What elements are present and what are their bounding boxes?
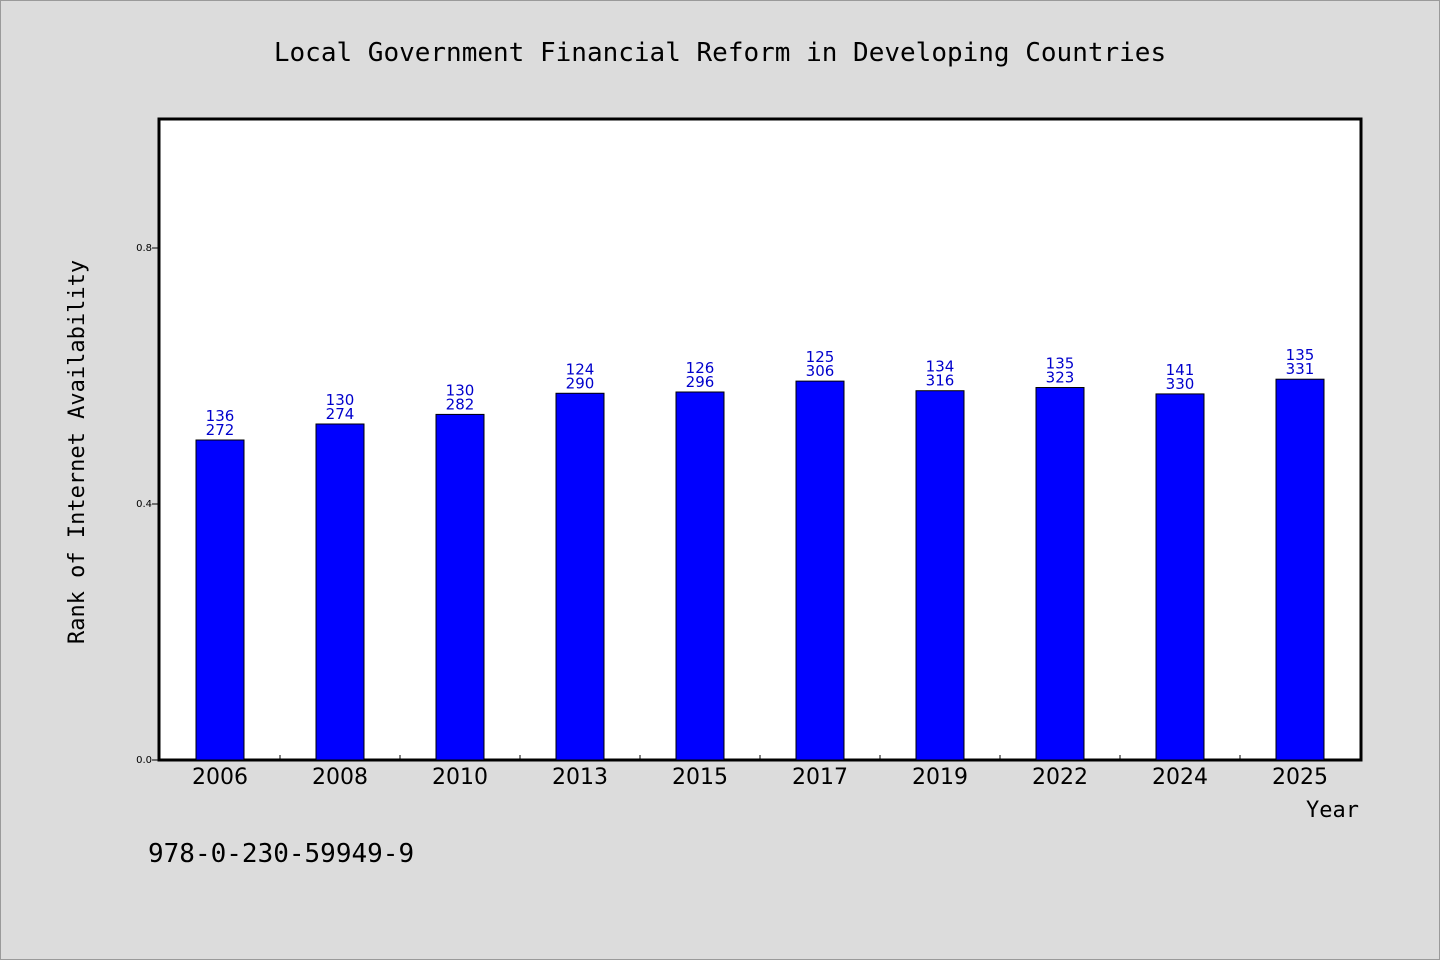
bar xyxy=(795,380,845,761)
isbn-text: 978-0-230-59949-9 xyxy=(148,839,414,869)
data-label-top: 135 xyxy=(1046,355,1075,373)
data-label-top: 141 xyxy=(1166,361,1195,379)
bar xyxy=(1035,387,1085,761)
x-tick-label: 2010 xyxy=(432,765,488,790)
bar xyxy=(915,390,965,761)
x-tick-label: 2025 xyxy=(1272,765,1328,790)
x-axis-label: Year xyxy=(1306,798,1359,823)
data-label-bottom: 290 xyxy=(566,374,595,392)
bar xyxy=(315,423,365,761)
x-tick-label: 2019 xyxy=(912,765,968,790)
x-tick-label: 2015 xyxy=(672,765,728,790)
x-tick-label: 2008 xyxy=(312,765,368,790)
data-label-bottom: 272 xyxy=(206,421,235,439)
data-label-top: 135 xyxy=(1286,346,1315,364)
bar-series xyxy=(195,378,1325,761)
data-label-top: 130 xyxy=(446,381,475,399)
bar xyxy=(555,392,605,761)
data-label-top: 136 xyxy=(206,407,235,425)
data-label-bottom: 274 xyxy=(326,405,355,423)
data-label-top: 124 xyxy=(566,360,595,378)
y-axis: 0.0 0.4 0.8 xyxy=(136,243,160,766)
x-axis: 2006 2008 2010 2013 2015 2017 2019 2022 2024 2025 xyxy=(192,755,1328,790)
data-label-top: 130 xyxy=(326,391,355,409)
data-label-bottom: 306 xyxy=(806,362,835,380)
y-tick-label: 0.8 xyxy=(136,243,152,254)
data-label-bottom: 331 xyxy=(1286,360,1315,378)
chart-title: Local Government Financial Reform in Dev… xyxy=(274,38,1166,68)
x-tick-label: 2024 xyxy=(1152,765,1208,790)
data-label-bottom: 296 xyxy=(686,373,715,391)
bar xyxy=(435,413,485,761)
data-label-top: 125 xyxy=(806,348,835,366)
data-label-top: 126 xyxy=(686,359,715,377)
data-label-bottom: 282 xyxy=(446,395,475,413)
bar xyxy=(195,439,245,761)
x-tick-label: 2022 xyxy=(1032,765,1088,790)
data-label-bottom: 330 xyxy=(1166,375,1195,393)
data-label-bottom: 316 xyxy=(926,372,955,390)
data-label-top: 134 xyxy=(926,358,955,376)
bar xyxy=(675,391,725,761)
bar xyxy=(1275,378,1325,761)
bar xyxy=(1155,393,1205,761)
x-tick-label: 2013 xyxy=(552,765,608,790)
y-axis-label: Rank of Internet Availability xyxy=(65,260,90,644)
x-tick-label: 2006 xyxy=(192,765,248,790)
x-tick-label: 2017 xyxy=(792,765,848,790)
y-tick-label: 0.4 xyxy=(136,499,152,510)
data-label-bottom: 323 xyxy=(1046,369,1075,387)
y-tick-label: 0.0 xyxy=(136,755,152,766)
